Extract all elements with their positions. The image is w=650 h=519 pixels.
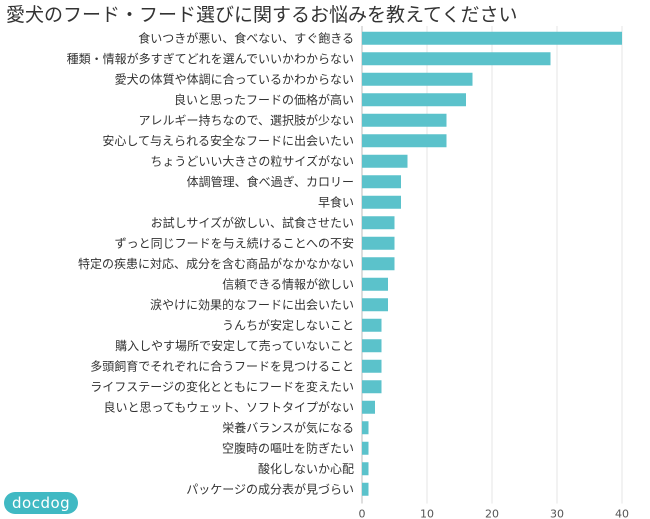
bar [362, 339, 382, 353]
category-label: 体調管理、食べ過ぎ、カロリー [187, 174, 354, 189]
bar [362, 216, 395, 230]
bar [362, 195, 401, 209]
bar [362, 318, 382, 332]
x-tick-label: 40 [615, 508, 629, 519]
bar [362, 31, 622, 45]
bar [362, 482, 369, 496]
category-label: お試しサイズが欲しい、試食させたい [151, 215, 354, 230]
bar [362, 462, 369, 476]
x-tick-label: 10 [420, 508, 434, 519]
docdog-logo: docdog [4, 492, 79, 514]
category-label: 信頼できる情報が欲しい [222, 276, 354, 291]
category-label-layer: 食いつきが悪い、食べない、すぐ飽きる種類・情報が多すぎてどれを選んでいいかわから… [67, 30, 354, 496]
chart-title: 愛犬のフード・フード選びに関するお悩みを教えてください [6, 4, 518, 26]
bar [362, 52, 551, 66]
category-label: 愛犬の体質や体調に合っているかわからない [115, 71, 354, 86]
category-label: 安心して与えられる安全なフードに出会いたい [102, 133, 354, 148]
category-label: アレルギー持ちなので、選択肢が少ない [138, 112, 354, 127]
bar [362, 441, 369, 455]
bar [362, 72, 473, 86]
bar [362, 154, 408, 168]
category-label: 種類・情報が多すぎてどれを選んでいいかわからない [67, 51, 354, 66]
category-label: 涙やけに効果的なフードに出会いたい [150, 297, 354, 312]
x-tick-label: 0 [359, 508, 366, 519]
category-label: 購入しやす場所で安定して売っていないこと [115, 338, 354, 353]
category-label: 空腹時の嘔吐を防ぎたい [222, 440, 354, 455]
bar [362, 134, 447, 148]
tick-label-layer: 0 10 20 30 40 [359, 508, 630, 519]
bar [362, 421, 369, 435]
bar [362, 175, 401, 189]
bar [362, 400, 375, 414]
category-label: 酸化しないか心配 [258, 461, 354, 476]
category-label: うんちが安定しないこと [222, 317, 354, 332]
bar [362, 257, 395, 271]
bar [362, 380, 382, 394]
category-label: 良いと思ってもウェット、ソフトタイプがない [103, 399, 354, 414]
bar-layer [362, 31, 622, 496]
category-label: ちょうどいい大きさの粒サイズがない [150, 153, 354, 168]
category-label: 早食い [318, 194, 354, 209]
category-label: 多頭飼育でそれぞれに合うフードを見つけること [90, 358, 354, 373]
bar [362, 277, 388, 291]
category-label: 食いつきが悪い、食べない、すぐ飽きる [138, 30, 354, 45]
category-label: ずっと同じフードを与え続けることへの不安 [115, 235, 354, 250]
category-label: ライフステージの変化とともにフードを変えたい [90, 379, 354, 394]
bar [362, 359, 382, 373]
category-label: 栄養バランスが気になる [222, 420, 354, 435]
category-label: 良いと思ったフードの価格が高い [174, 92, 354, 107]
bar [362, 236, 395, 250]
category-label: 特定の疾患に対応、成分を含む商品がなかなかない [78, 256, 354, 271]
x-tick-label: 30 [550, 508, 564, 519]
bar [362, 113, 447, 127]
category-label: パッケージの成分表が見づらい [186, 481, 354, 496]
x-tick-label: 20 [485, 508, 499, 519]
bar [362, 298, 388, 312]
bar [362, 93, 466, 107]
